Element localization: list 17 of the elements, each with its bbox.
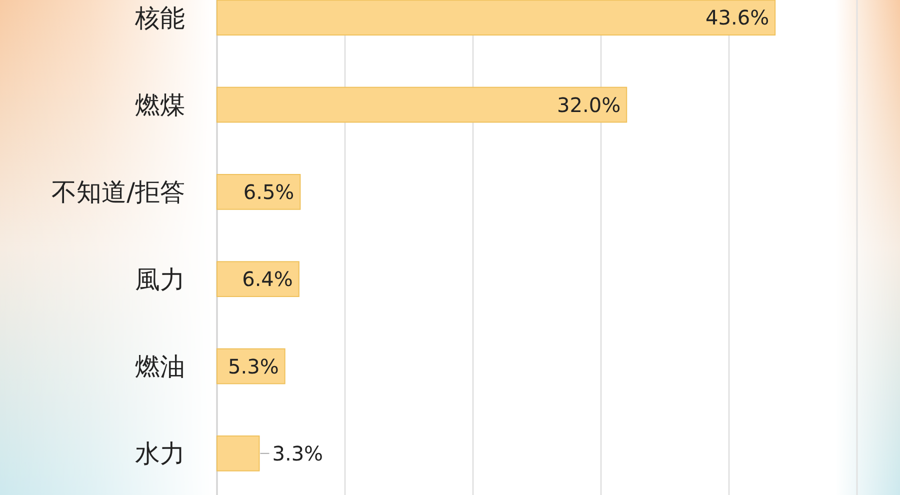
data-label: 5.3% xyxy=(228,354,279,378)
data-label: 6.5% xyxy=(243,180,294,204)
y-tick-label: 風力 xyxy=(135,264,185,294)
y-tick-label: 不知道/拒答 xyxy=(52,178,185,207)
bar xyxy=(216,435,260,472)
data-label: 6.4% xyxy=(242,267,293,292)
bar xyxy=(216,0,776,36)
bar xyxy=(216,86,628,123)
bar xyxy=(216,261,300,298)
y-tick-label: 燃油 xyxy=(135,352,185,381)
bar xyxy=(216,174,301,210)
y-tick-label: 燃煤 xyxy=(135,90,185,120)
data-label: 32.0% xyxy=(557,92,621,117)
data-label: 3.3% xyxy=(272,441,324,466)
y-tick-label: 水力 xyxy=(135,439,185,468)
data-label: 43.6% xyxy=(706,6,770,30)
y-tick-label: 核能 xyxy=(134,3,185,32)
